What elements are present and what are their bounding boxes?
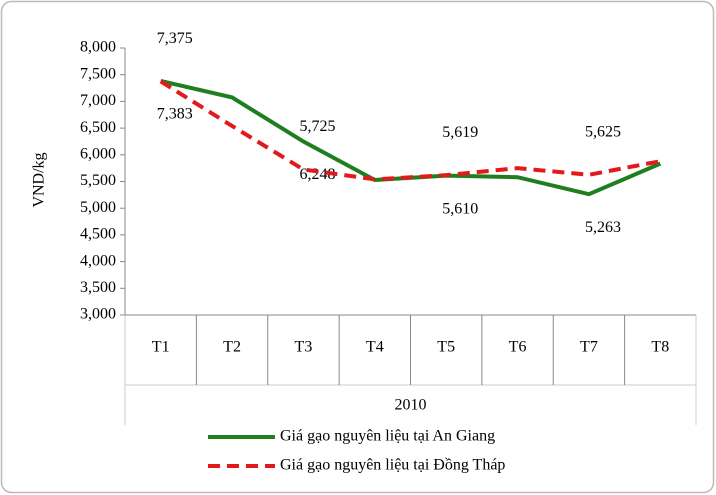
data-label: 5,725 <box>299 118 335 135</box>
x-tick-label: T6 <box>509 339 527 356</box>
x-tick-label: T2 <box>223 339 241 356</box>
x-tick-label: T4 <box>366 339 384 356</box>
data-label: 5,619 <box>442 124 478 141</box>
data-label: 7,375 <box>157 30 193 47</box>
legend-label: Giá gạo nguyên liệu tại An Giang <box>280 428 495 445</box>
y-tick-label: 5,500 <box>80 172 116 189</box>
x-tick-label: T1 <box>152 339 170 356</box>
y-tick-label: 4,500 <box>80 226 116 243</box>
x-tick-label: T8 <box>651 339 669 356</box>
y-tick-label: 6,500 <box>80 119 116 136</box>
y-tick-label: 5,000 <box>80 199 116 216</box>
data-label: 5,625 <box>585 123 621 140</box>
series-line <box>159 79 661 182</box>
x-tick-label: T7 <box>580 339 598 356</box>
y-tick-label: 6,000 <box>80 145 116 162</box>
y-tick-label: 3,000 <box>80 306 116 323</box>
x-tick-label: T5 <box>437 339 455 356</box>
x-group-label: 2010 <box>395 397 427 414</box>
legend-label: Giá gạo nguyên liệu tại Đồng Tháp <box>280 457 505 474</box>
data-label: 5,610 <box>442 200 478 217</box>
y-tick-label: 7,000 <box>80 92 116 109</box>
y-axis-title: VND/kg <box>31 152 48 207</box>
data-label: 5,263 <box>585 219 621 236</box>
y-tick-label: 4,000 <box>80 252 116 269</box>
x-tick-label: T3 <box>295 339 313 356</box>
y-tick-label: 7,500 <box>80 65 116 82</box>
y-tick-label: 8,000 <box>80 39 116 56</box>
data-label: 7,383 <box>157 106 193 123</box>
y-tick-label: 3,500 <box>80 279 116 296</box>
